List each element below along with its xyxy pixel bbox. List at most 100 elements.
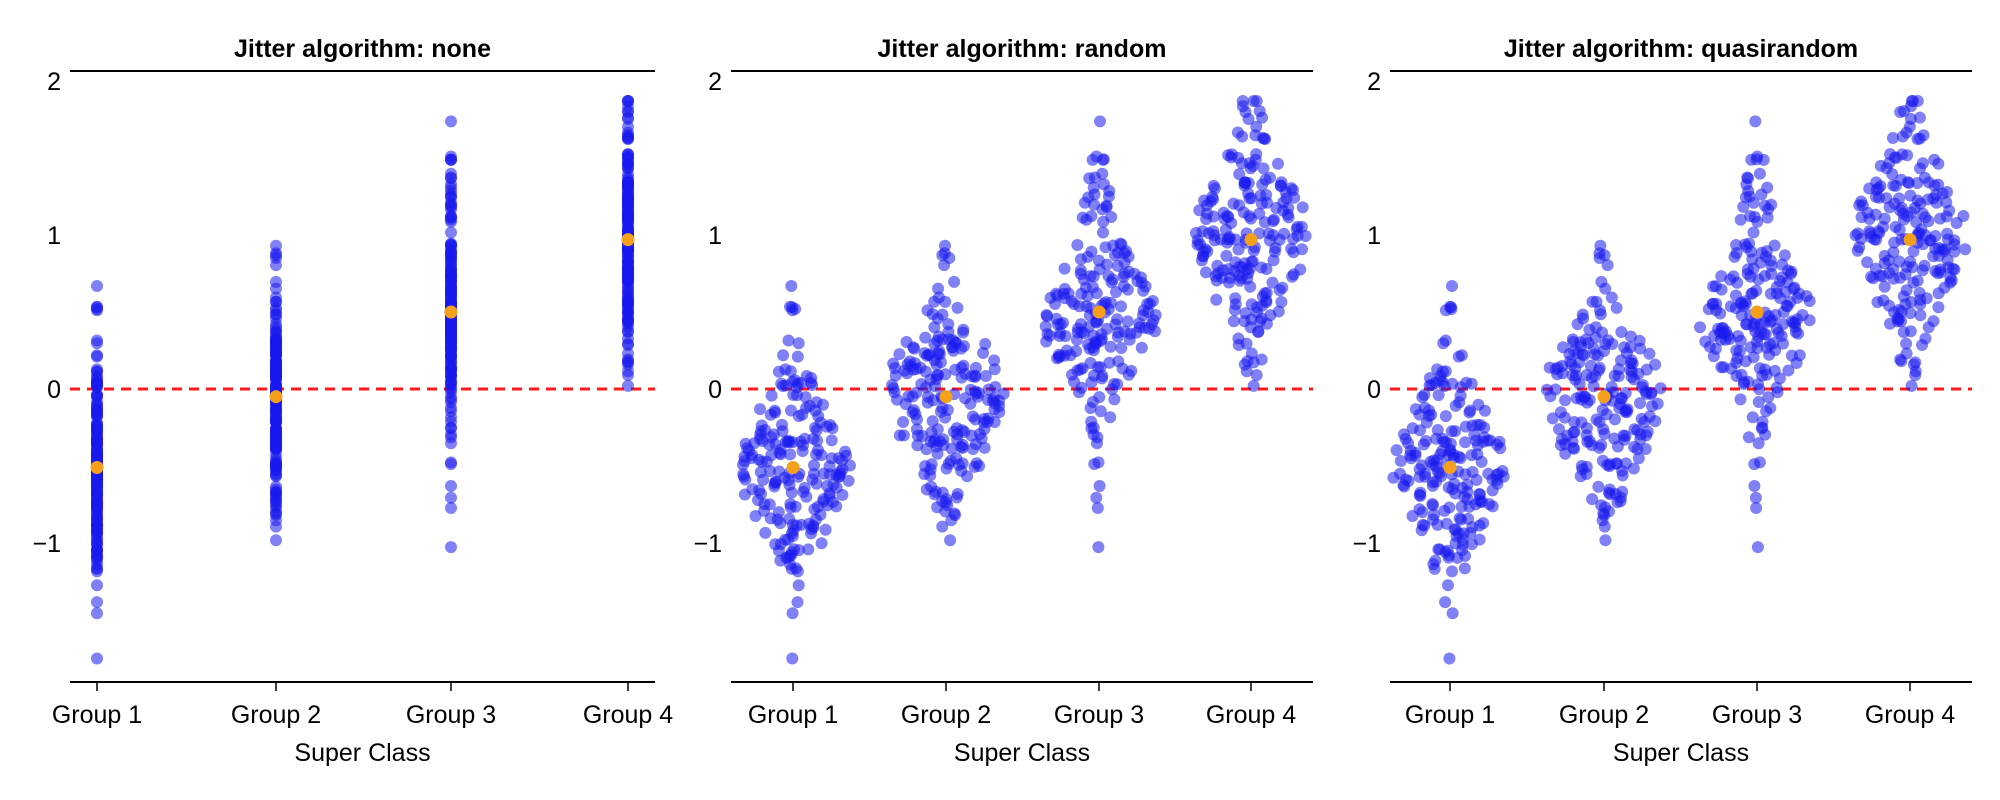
y-tick-label: 1 bbox=[1367, 222, 1381, 250]
data-point bbox=[1599, 534, 1612, 547]
data-point bbox=[1796, 309, 1809, 321]
data-point bbox=[783, 549, 796, 562]
data-point bbox=[1084, 357, 1097, 369]
data-point bbox=[920, 443, 933, 456]
data-point bbox=[1199, 266, 1212, 279]
data-point bbox=[1739, 298, 1752, 310]
data-point bbox=[1734, 334, 1747, 347]
data-point bbox=[1905, 206, 1918, 219]
data-point bbox=[1294, 263, 1307, 276]
points-layer bbox=[91, 95, 634, 665]
data-point bbox=[839, 445, 852, 458]
data-point bbox=[1440, 517, 1453, 530]
data-point bbox=[957, 326, 970, 339]
data-point bbox=[918, 347, 931, 360]
data-point bbox=[789, 500, 802, 513]
data-point bbox=[1782, 364, 1795, 377]
data-point bbox=[1260, 317, 1273, 330]
data-point bbox=[1465, 538, 1478, 551]
data-point bbox=[1088, 458, 1101, 471]
data-point bbox=[270, 411, 282, 424]
data-point bbox=[1619, 430, 1632, 442]
data-point bbox=[1714, 307, 1727, 320]
data-point bbox=[817, 467, 830, 480]
data-point bbox=[1874, 180, 1887, 193]
data-point bbox=[760, 455, 773, 468]
data-point bbox=[91, 404, 103, 417]
data-point bbox=[91, 424, 103, 437]
data-point bbox=[1146, 295, 1159, 307]
data-point bbox=[1398, 428, 1410, 441]
data-point bbox=[1246, 159, 1259, 172]
data-point bbox=[622, 249, 634, 262]
data-point bbox=[1761, 181, 1774, 194]
data-point bbox=[908, 342, 921, 355]
data-point bbox=[1446, 565, 1458, 578]
data-point bbox=[1584, 359, 1597, 372]
data-point bbox=[1901, 176, 1914, 189]
data-point bbox=[1631, 443, 1644, 456]
data-point bbox=[1121, 315, 1134, 328]
data-point bbox=[1556, 360, 1569, 372]
data-point bbox=[939, 239, 951, 252]
data-point bbox=[1250, 369, 1263, 382]
data-point bbox=[1894, 353, 1907, 366]
data-point bbox=[1200, 213, 1213, 225]
data-point bbox=[951, 301, 964, 314]
data-point bbox=[1236, 95, 1249, 107]
data-point bbox=[1742, 431, 1755, 444]
data-point bbox=[1466, 466, 1479, 478]
data-point bbox=[1620, 347, 1633, 359]
data-point bbox=[1593, 416, 1606, 428]
data-point bbox=[445, 213, 457, 226]
data-point bbox=[911, 413, 923, 426]
data-point bbox=[1634, 342, 1647, 355]
data-point bbox=[1251, 301, 1263, 314]
data-point bbox=[1764, 287, 1777, 300]
data-point bbox=[1084, 402, 1097, 414]
data-point bbox=[916, 430, 929, 442]
data-point bbox=[1900, 337, 1913, 350]
data-point bbox=[1730, 344, 1743, 357]
data-point bbox=[1232, 151, 1245, 164]
group-mean-point bbox=[269, 390, 283, 404]
data-point bbox=[1950, 217, 1963, 229]
x-tick-label: Group 1 bbox=[1405, 701, 1495, 729]
x-tick-label: Group 4 bbox=[1865, 701, 1955, 729]
data-point bbox=[1191, 238, 1204, 251]
data-point bbox=[1296, 201, 1309, 214]
data-point bbox=[1569, 362, 1582, 375]
data-point bbox=[445, 226, 457, 239]
data-point bbox=[1418, 401, 1431, 414]
data-point bbox=[1053, 330, 1066, 342]
data-point bbox=[1654, 382, 1667, 395]
data-point bbox=[1785, 349, 1798, 362]
data-point bbox=[1050, 312, 1063, 325]
data-point bbox=[1439, 410, 1452, 423]
data-point bbox=[1592, 480, 1605, 493]
data-point bbox=[1250, 120, 1263, 133]
data-point bbox=[810, 477, 823, 490]
data-point bbox=[1628, 373, 1640, 386]
data-point bbox=[897, 416, 910, 428]
data-point bbox=[1110, 286, 1122, 298]
data-point bbox=[1465, 449, 1478, 462]
data-point bbox=[936, 486, 949, 499]
data-point bbox=[1904, 325, 1917, 338]
data-point bbox=[1649, 415, 1662, 428]
data-point bbox=[1420, 416, 1433, 429]
data-point bbox=[1439, 596, 1452, 609]
data-point bbox=[270, 291, 282, 304]
data-point bbox=[797, 439, 809, 452]
data-point bbox=[799, 391, 812, 404]
data-point bbox=[270, 282, 282, 295]
data-point bbox=[1442, 579, 1454, 592]
data-point bbox=[919, 331, 932, 344]
data-point bbox=[742, 444, 755, 457]
data-point bbox=[1259, 133, 1272, 145]
data-point bbox=[1097, 226, 1109, 239]
data-point bbox=[1083, 342, 1096, 355]
data-point bbox=[1423, 372, 1436, 384]
data-point bbox=[1615, 392, 1628, 405]
data-point bbox=[1125, 364, 1138, 377]
